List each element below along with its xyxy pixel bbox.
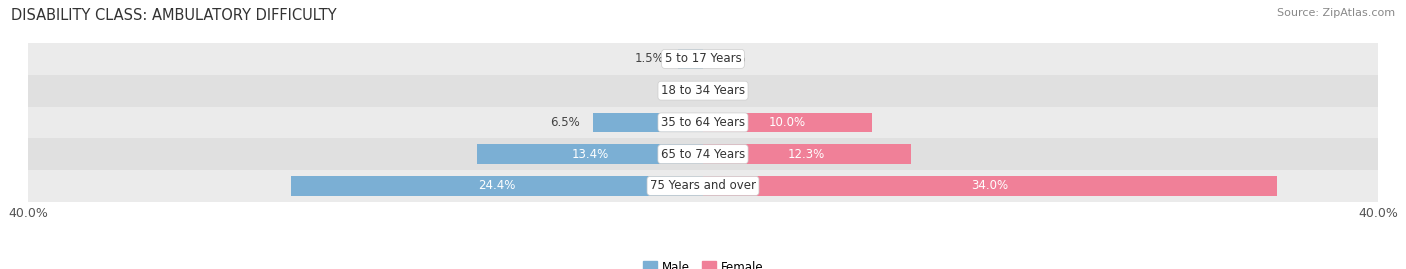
Text: Source: ZipAtlas.com: Source: ZipAtlas.com <box>1277 8 1395 18</box>
Text: 10.0%: 10.0% <box>769 116 806 129</box>
Text: 18 to 34 Years: 18 to 34 Years <box>661 84 745 97</box>
Text: 34.0%: 34.0% <box>972 179 1008 192</box>
Text: 65 to 74 Years: 65 to 74 Years <box>661 148 745 161</box>
Text: 75 Years and over: 75 Years and over <box>650 179 756 192</box>
Bar <box>28 43 1378 75</box>
Text: DISABILITY CLASS: AMBULATORY DIFFICULTY: DISABILITY CLASS: AMBULATORY DIFFICULTY <box>11 8 337 23</box>
Text: 0.0%: 0.0% <box>659 84 689 97</box>
Bar <box>593 112 703 132</box>
Bar <box>28 138 1378 170</box>
Bar <box>291 176 703 196</box>
Legend: Male, Female: Male, Female <box>638 256 768 269</box>
Bar <box>28 170 1378 202</box>
Text: 5 to 17 Years: 5 to 17 Years <box>665 52 741 65</box>
Text: 6.5%: 6.5% <box>550 116 579 129</box>
Bar <box>703 176 1277 196</box>
Text: 12.3%: 12.3% <box>789 148 825 161</box>
Text: 13.4%: 13.4% <box>571 148 609 161</box>
Text: 24.4%: 24.4% <box>478 179 516 192</box>
Bar <box>477 144 703 164</box>
Text: 1.5%: 1.5% <box>634 52 664 65</box>
Bar <box>28 107 1378 138</box>
Bar <box>678 49 703 69</box>
Bar <box>703 112 872 132</box>
Bar <box>703 144 911 164</box>
Bar <box>28 75 1378 107</box>
Text: 0.0%: 0.0% <box>717 52 747 65</box>
Text: 0.0%: 0.0% <box>717 84 747 97</box>
Text: 35 to 64 Years: 35 to 64 Years <box>661 116 745 129</box>
